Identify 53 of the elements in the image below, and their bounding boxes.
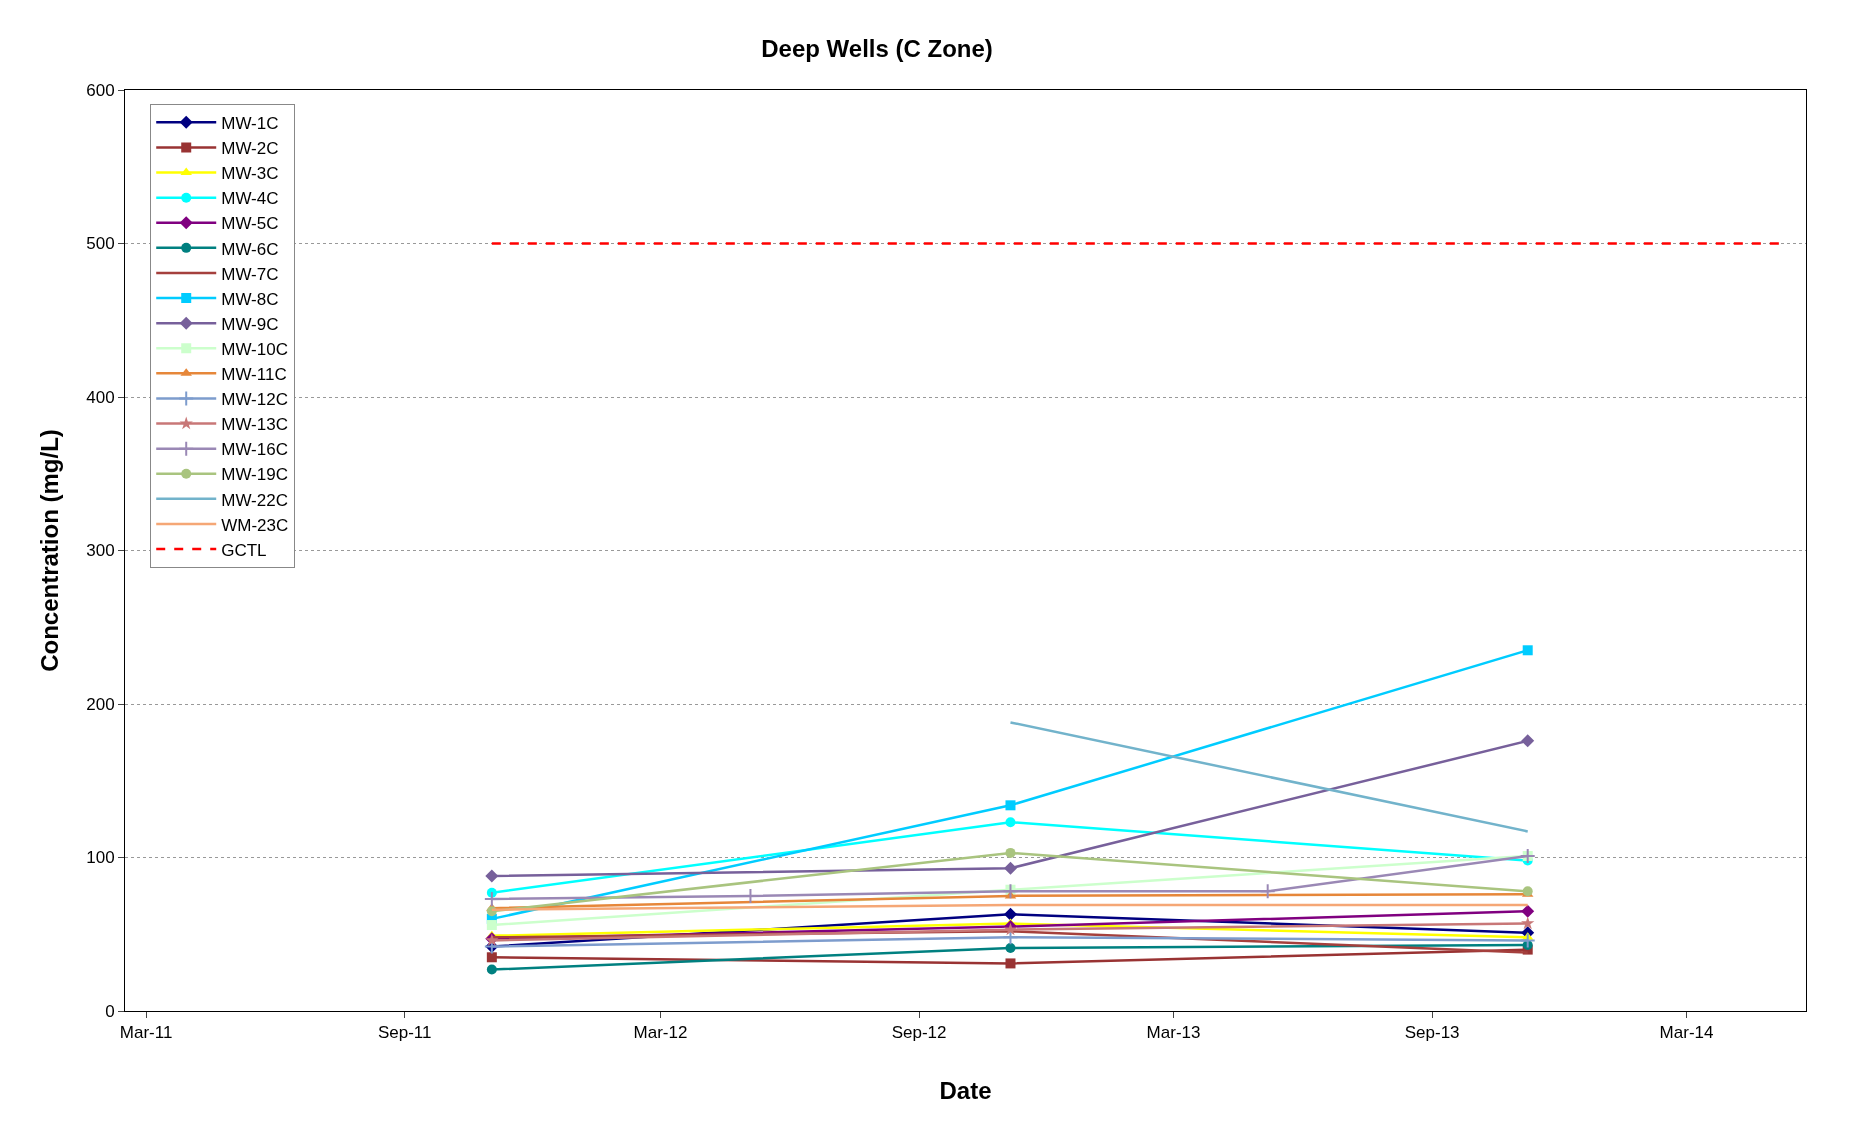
y-tick-label: 600 <box>86 80 115 100</box>
y-tick-label: 300 <box>86 541 115 561</box>
legend-label: MW-4C <box>221 189 279 209</box>
legend-label: MW-7C <box>221 264 279 284</box>
legend-label: MW-3C <box>221 164 279 184</box>
point <box>1005 817 1016 828</box>
legend-label: MW-2C <box>221 139 279 159</box>
legend-label: MW-19C <box>221 465 288 485</box>
point <box>1521 734 1535 748</box>
y-tick-label: 500 <box>86 234 115 254</box>
legend-label: MW-13C <box>221 415 288 435</box>
x-tick-label: Mar-12 <box>633 1023 688 1043</box>
legend-label: MW-1C <box>221 114 279 133</box>
legend-label: MW-11C <box>221 364 287 384</box>
point <box>486 964 497 975</box>
legend-label: MW-6C <box>221 239 279 259</box>
point <box>1522 645 1533 656</box>
point <box>1005 958 1016 969</box>
x-tick-label: Sep-12 <box>891 1023 947 1043</box>
legend-label: MW-8C <box>221 289 279 309</box>
y-tick-label: 400 <box>86 387 115 407</box>
y-tick-label: 200 <box>86 694 115 714</box>
legend-label: MW-10C <box>221 339 288 359</box>
x-tick-label: Sep-11 <box>377 1023 432 1043</box>
chart-title: Deep Wells (C Zone) <box>761 34 993 62</box>
x-axis-title: Date <box>939 1076 992 1104</box>
legend-label: WM-23C <box>221 515 289 535</box>
x-tick-label: Mar-13 <box>1146 1023 1201 1043</box>
point <box>1005 943 1016 954</box>
point <box>1003 907 1017 921</box>
x-tick-label: Sep-13 <box>1404 1023 1460 1043</box>
point <box>1005 847 1016 858</box>
point <box>485 869 499 883</box>
x-tick-label: Mar-11 <box>119 1023 173 1043</box>
point <box>1519 932 1536 949</box>
legend-label: MW-22C <box>221 490 288 510</box>
point <box>1003 861 1017 875</box>
legend-label: MW-9C <box>221 314 279 334</box>
legend-label: MW-12C <box>221 390 288 410</box>
point <box>1521 916 1535 930</box>
y-tick-label: 100 <box>86 848 115 868</box>
x-tick-label: Mar-14 <box>1659 1023 1714 1043</box>
legend-label: GCTL <box>221 540 267 560</box>
y-tick-label: 0 <box>105 1001 115 1021</box>
point <box>486 952 497 963</box>
point <box>486 920 497 931</box>
y-axis-title: Concentration (mg/L) <box>36 429 64 672</box>
legend-label: MW-16C <box>221 440 288 460</box>
point <box>1005 800 1016 811</box>
legend-label: MW-5C <box>221 214 279 234</box>
point <box>1521 904 1535 918</box>
point <box>1259 883 1276 900</box>
point <box>1002 883 1019 900</box>
